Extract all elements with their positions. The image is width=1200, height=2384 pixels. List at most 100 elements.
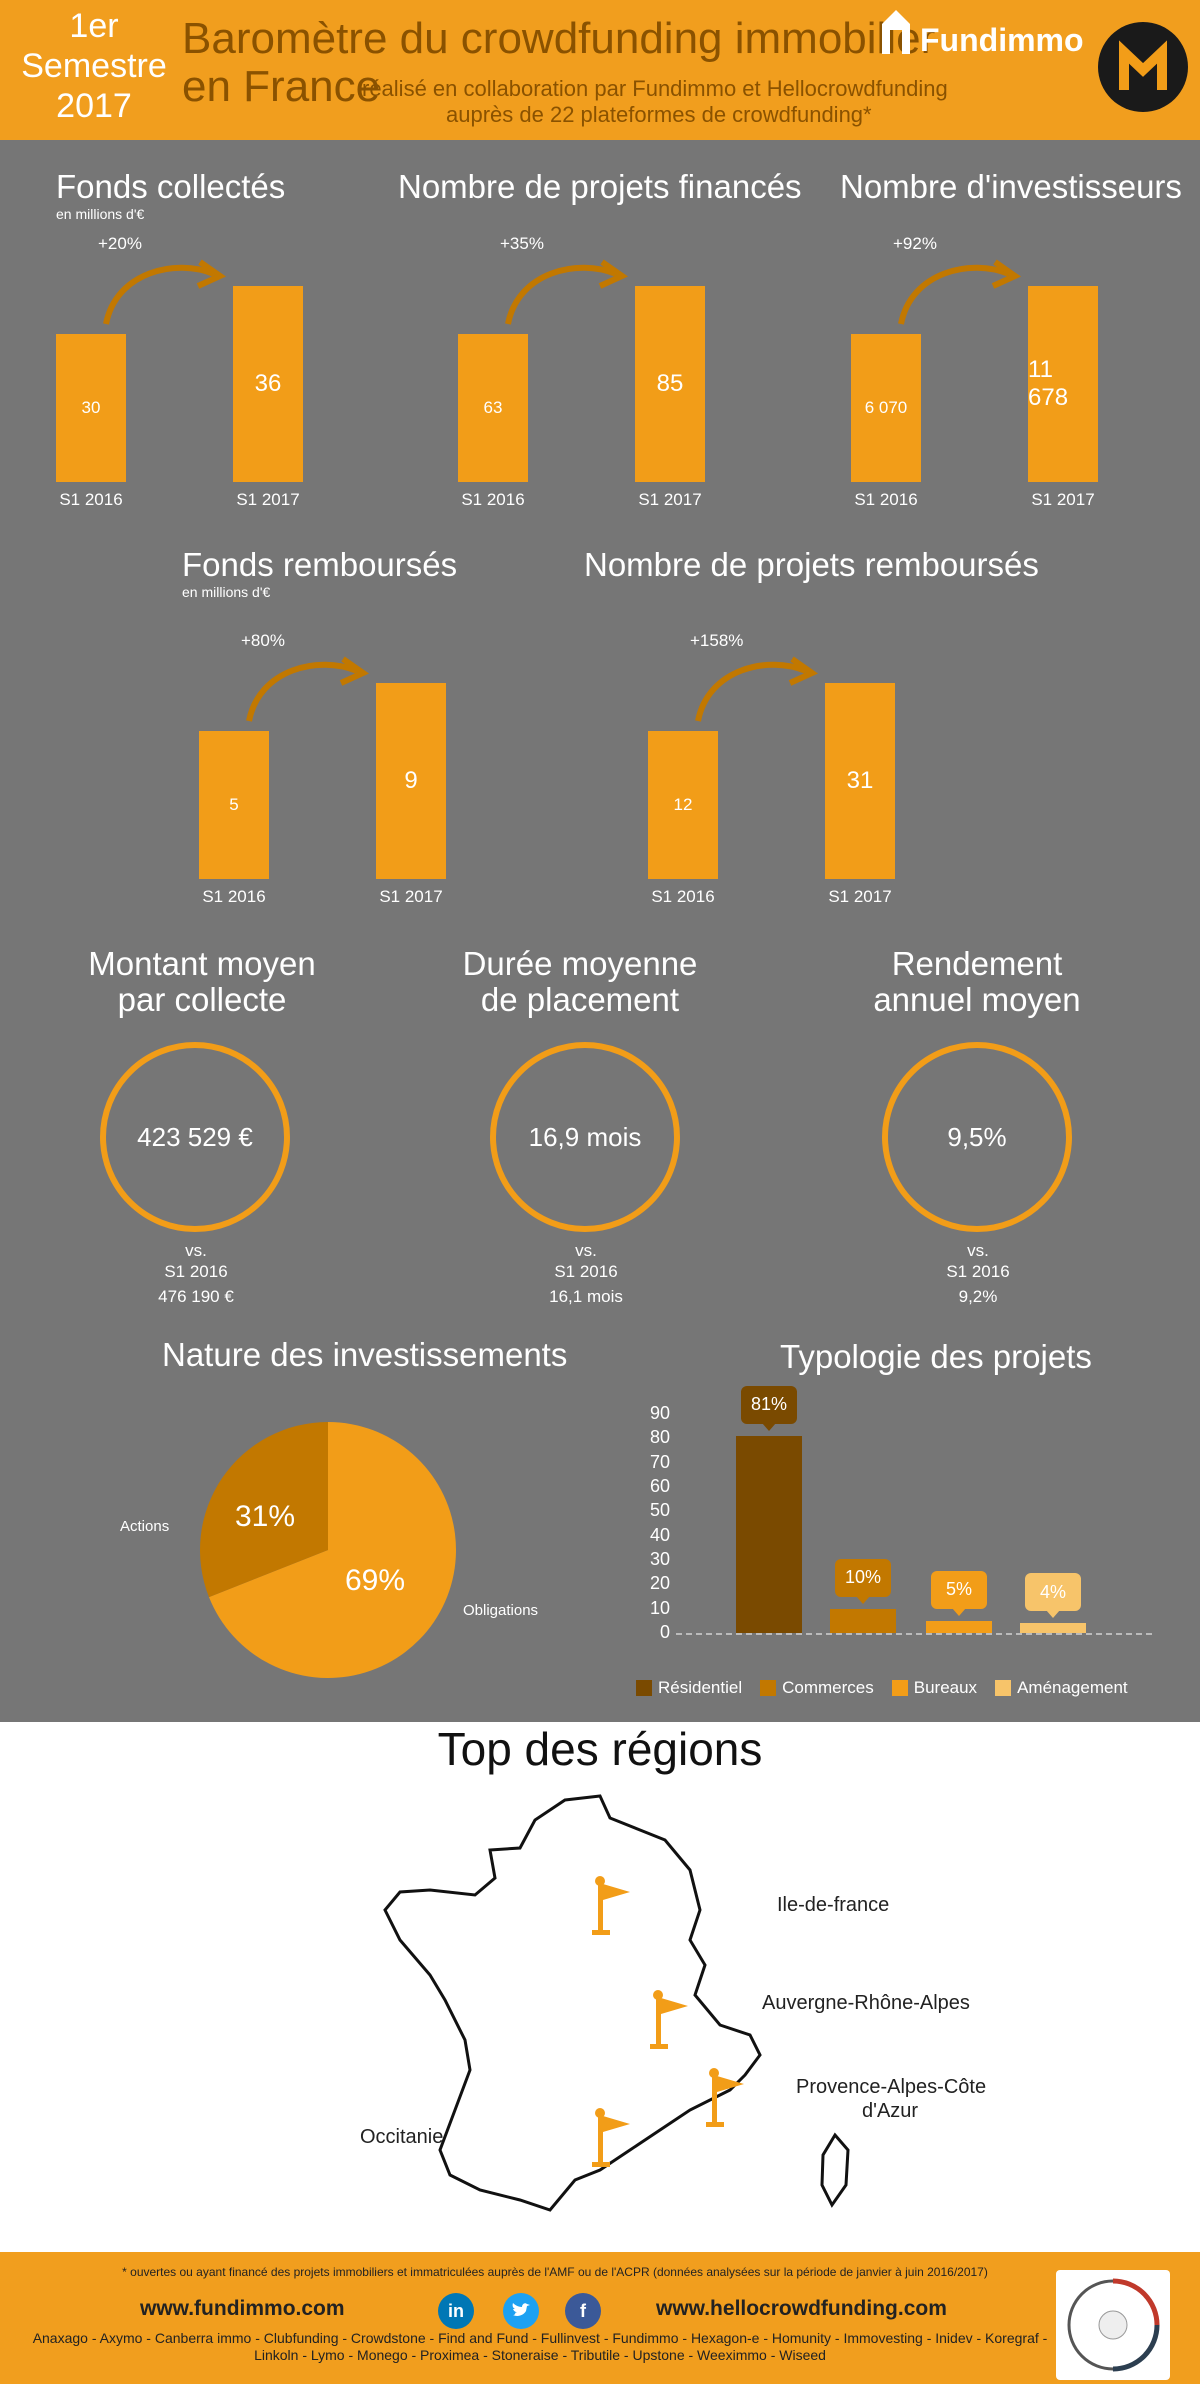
typologie-title: Typologie des projets — [780, 1338, 1092, 1375]
twitter-icon[interactable] — [503, 2293, 539, 2329]
region-label-ile-de-france: Ile-de-france — [777, 1894, 890, 1916]
typologie-label-pointer — [1046, 1610, 1060, 1619]
y-tick-label: 10 — [649, 1597, 670, 1618]
linkedin-icon[interactable]: in — [438, 2293, 474, 2329]
avg-amount-title: Montant moyen par collecte — [88, 945, 316, 1018]
y-tick-label: 30 — [649, 1549, 670, 1569]
avg-duration-circle: 16,9 mois — [490, 1042, 680, 1232]
avg-return-title: Rendement annuel moyen — [873, 945, 1081, 1018]
pie-label-actions-pct: 31% — [235, 1500, 296, 1533]
legend-item-bureaux: Bureaux — [891, 1678, 977, 1698]
region-label-auvergne-rhone-alpes: Auvergne-Rhône-Alpes — [762, 1992, 970, 2014]
avg-duration-title: Durée moyenne de placement — [462, 945, 698, 1018]
legend-swatch — [995, 1680, 1012, 1696]
y-tick-label: 90 — [649, 1403, 670, 1423]
growth-percentage: +80% — [241, 631, 285, 650]
semester-label: 1er Semestre 2017 — [21, 7, 167, 125]
avg-amount-comparison: vs. S1 2016 476 190 € — [158, 1241, 234, 1306]
pie-legend-obligations: Obligations — [463, 1602, 539, 1619]
footer-note: * ouvertes ou ayant financé des projets … — [122, 2265, 988, 2279]
typologie-data-label: 4% — [1025, 1573, 1081, 1612]
avg-return-circle: 9,5% — [882, 1042, 1072, 1232]
typologie-bar-2 — [926, 1620, 992, 1633]
growth-arrow-icon — [898, 259, 1022, 325]
y-tick-label: 60 — [649, 1476, 670, 1496]
label-s1-2016: S1 2016 — [854, 490, 918, 509]
legend-swatch — [760, 1680, 777, 1696]
avg-duration-comparison: vs. S1 2016 16,1 mois — [549, 1241, 623, 1306]
region-flag-icon — [592, 1876, 630, 1935]
fundimmo-logo: Fundimmo — [920, 22, 1084, 58]
pie-slice-obligations — [208, 1422, 456, 1678]
bar-s1-2017: 11 678 — [1028, 286, 1098, 482]
label-s1-2017: S1 2017 — [379, 887, 443, 906]
regulated-platform-seal — [1056, 2270, 1170, 2380]
label-s1-2016: S1 2016 — [59, 490, 123, 509]
bar-s1-2017: 31 — [825, 683, 895, 879]
hellocrowdfunding-link[interactable]: www.hellocrowdfunding.com — [656, 2297, 947, 2320]
pie-slice-actions — [199, 1422, 328, 1598]
bar-s1-2016: 12 — [648, 731, 718, 879]
growth-arrow-icon — [246, 656, 370, 722]
growth-arrow-icon — [695, 656, 819, 722]
facebook-icon[interactable]: f — [565, 2293, 601, 2329]
header-subtitle: réalisé en collaboration par Fundimmo et… — [362, 76, 948, 101]
region-label-paca: Provence-Alpes-Côte — [796, 2076, 987, 2098]
stat-subtitle: en millions d'€ — [182, 584, 271, 600]
label-s1-2017: S1 2017 — [1031, 490, 1095, 509]
y-tick-label: 50 — [649, 1500, 670, 1521]
typologie-baseline — [676, 1633, 1152, 1635]
bar-s1-2017: 85 — [635, 286, 705, 482]
stat-title: Nombre de projets financés — [398, 168, 802, 205]
label-s1-2016: S1 2016 — [461, 490, 525, 509]
typologie-data-label: 5% — [931, 1570, 987, 1609]
page-title: Baromètre du crowdfunding immobilier — [182, 14, 936, 63]
legend-swatch — [636, 1680, 652, 1696]
bar-s1-2017: 9 — [376, 683, 446, 879]
bar-s1-2016: 5 — [199, 731, 269, 879]
region-flag-icon — [592, 2108, 630, 2167]
growth-percentage: +20% — [98, 234, 142, 253]
header-subtitle-line2: auprès de 22 plateformes de crowdfunding… — [446, 102, 872, 127]
growth-arrow-icon — [505, 259, 629, 325]
y-tick-label: 70 — [649, 1451, 670, 1472]
y-tick-label: 80 — [649, 1427, 670, 1448]
nature-pie-chart — [199, 1422, 456, 1678]
bar-s1-2016: 30 — [56, 334, 126, 482]
stat-subtitle: en millions d'€ — [56, 206, 145, 222]
legend-item-commerces: Commerces — [760, 1678, 874, 1698]
label-s1-2016: S1 2016 — [202, 887, 266, 906]
avg-amount-circle: 423 529 € — [100, 1042, 290, 1232]
bar-s1-2016: 6 070 — [851, 334, 921, 482]
typologie-data-label: 10% — [835, 1558, 891, 1597]
avg-return-comparison: vs. S1 2016 9,2% — [946, 1241, 1010, 1306]
growth-percentage: +35% — [500, 234, 544, 253]
y-tick-label: 20 — [649, 1573, 670, 1594]
typologie-bar-0 — [736, 1435, 802, 1633]
fundimmo-logo-icon — [878, 6, 914, 54]
label-s1-2017: S1 2017 — [638, 490, 702, 509]
typologie-label-pointer — [762, 1422, 776, 1431]
france-map — [383, 1794, 850, 2212]
bar-s1-2016: 63 — [458, 334, 528, 482]
main-panel — [0, 140, 1200, 1722]
growth-arrow-icon — [103, 259, 227, 325]
legend-swatch — [891, 1680, 908, 1696]
typologie-label-pointer — [856, 1595, 870, 1604]
label-s1-2016: S1 2016 — [651, 887, 715, 906]
label-s1-2017: S1 2017 — [236, 490, 300, 509]
region-flag-icon — [650, 1990, 688, 2049]
page-title-line2: en France — [182, 62, 381, 111]
fundimmo-link[interactable]: www.fundimmo.com — [140, 2297, 345, 2320]
legend-item-residentiel: Résidentiel — [636, 1678, 742, 1698]
regions-title: Top des régions — [437, 1723, 763, 1775]
typologie-label-pointer — [952, 1607, 966, 1616]
stat-title: Nombre d'investisseurs — [840, 168, 1182, 205]
bar-s1-2017: 36 — [233, 286, 303, 482]
platforms-list: Anaxago - Axymo - Canberra immo - Clubfu… — [32, 2330, 1048, 2363]
y-tick-label: 0 — [659, 1622, 670, 1642]
legend-item-amenagement: Aménagement — [995, 1678, 1128, 1698]
typologie-bar-1 — [830, 1608, 896, 1633]
typologie-legend: Résidentiel Commerces Bureaux Aménagemen… — [636, 1678, 1128, 1698]
growth-percentage: +158% — [690, 631, 744, 650]
